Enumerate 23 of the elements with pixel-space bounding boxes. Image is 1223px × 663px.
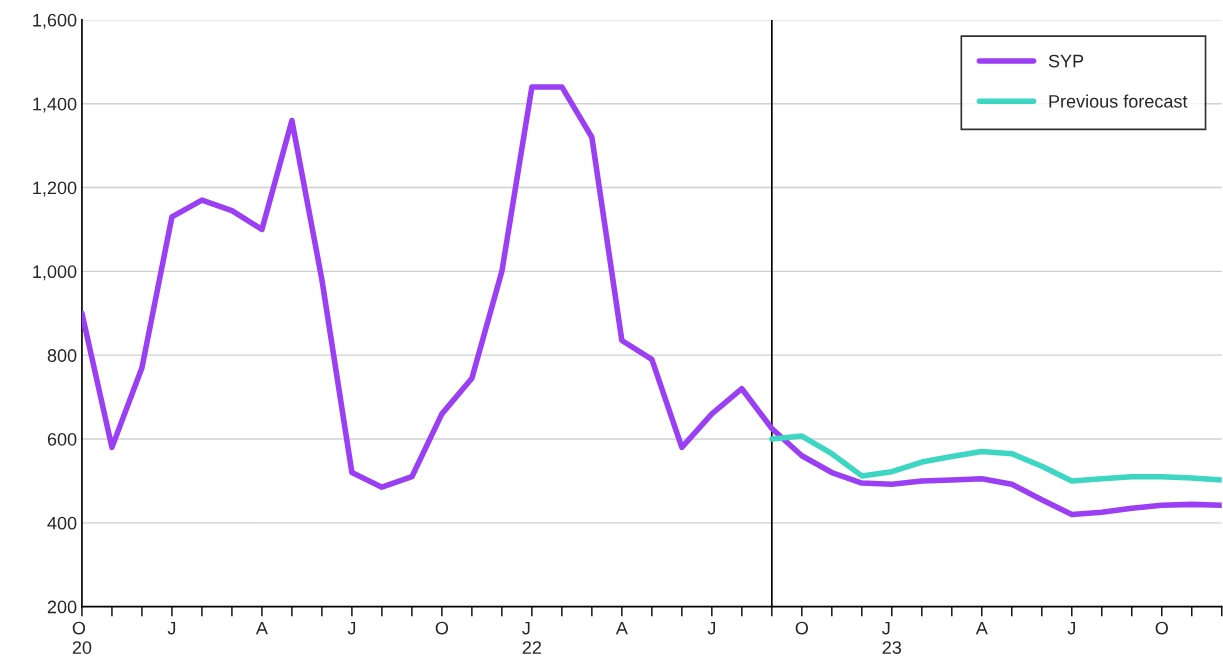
y-tick-label: 400 — [47, 516, 77, 530]
y-tick-label: 1,400 — [33, 97, 77, 113]
x-tick-label: J 23 — [882, 621, 902, 654]
y-tick-label: 1,000 — [33, 265, 77, 281]
x-tick-label: O — [795, 621, 808, 635]
x-tick-label: J — [167, 621, 176, 635]
x-tick-label: J — [347, 621, 356, 635]
y-tick-label: 200 — [47, 600, 77, 614]
x-tick-label: O — [435, 621, 449, 635]
x-tick-label: A — [975, 621, 988, 635]
x-tick-label: J 22 — [522, 621, 542, 654]
x-tick-label: O 20 — [72, 621, 92, 654]
x-tick-label: O — [1155, 621, 1168, 635]
legend-label: SYP — [1048, 54, 1084, 68]
y-tick-label: 800 — [47, 349, 77, 362]
y-tick-label: 600 — [47, 432, 77, 446]
x-tick-label: A — [255, 621, 268, 635]
x-tick-label: J — [707, 621, 716, 635]
x-tick-label: J — [1067, 621, 1075, 635]
y-tick-label: 1,200 — [33, 181, 77, 197]
legend-label: Previous forecast — [1049, 94, 1188, 108]
y-tick-label: 1,600 — [33, 13, 77, 29]
x-tick-label: A — [615, 621, 628, 635]
